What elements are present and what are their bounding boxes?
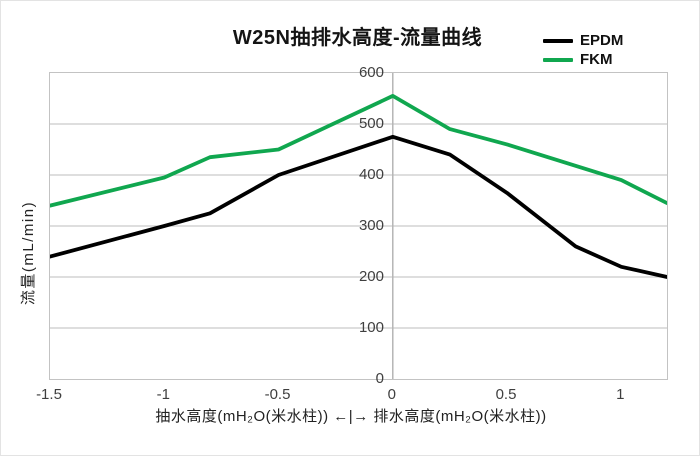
x-tick-label-1: 1: [616, 386, 625, 403]
series-line-fkm: [50, 93, 667, 208]
x-axis-title: 抽水高度(mH₂O(米水柱)) ←|→ 排水高度(mH₂O(米水柱)): [155, 408, 547, 425]
x-tick-label--1.5: -1.5: [36, 386, 62, 403]
x-tick-label-0: 0: [387, 386, 396, 403]
y-tick-label-0: 0: [375, 369, 384, 387]
legend: EPDM FKM: [543, 32, 623, 70]
y-tick-label-400: 400: [358, 165, 384, 183]
x-tick-label--1: -1: [156, 386, 170, 403]
legend-label-fkm: FKM: [580, 51, 613, 68]
x-tick-label-0.5: 0.5: [495, 386, 517, 403]
plot-area: [49, 72, 668, 380]
legend-item-fkm: FKM: [543, 51, 623, 68]
fkm-line-swatch: [543, 57, 573, 62]
x-tick-label--0.5: -0.5: [264, 386, 291, 403]
y-tick-label-200: 200: [358, 267, 384, 285]
y-tick-label-600: 600: [358, 63, 384, 81]
y-tick-label-100: 100: [358, 318, 384, 336]
legend-label-epdm: EPDM: [580, 32, 624, 49]
y-tick-label-500: 500: [358, 114, 384, 132]
epdm-line-swatch: [543, 38, 573, 43]
legend-item-epdm: EPDM: [543, 32, 623, 49]
plot-svg: [50, 73, 667, 379]
y-tick-label-300: 300: [358, 216, 384, 234]
y-axis-title: 流量(mL/min): [20, 200, 37, 306]
chart-title: W25N抽排水高度-流量曲线: [232, 27, 483, 49]
series-line-epdm: [50, 134, 667, 279]
